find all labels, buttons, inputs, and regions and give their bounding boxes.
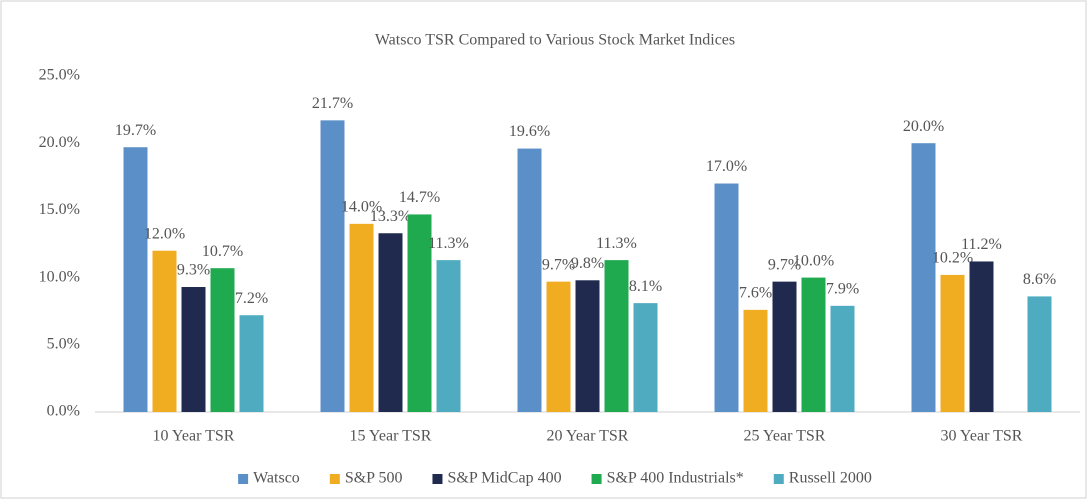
bar: [123, 147, 148, 412]
x-tick-label: 25 Year TSR: [744, 428, 826, 445]
bar: [830, 305, 855, 412]
data-label: 8.1%: [629, 278, 662, 295]
legend-swatch: [238, 474, 249, 484]
bar: [940, 274, 965, 412]
data-label: 9.7%: [542, 256, 575, 273]
data-label: 10.0%: [793, 252, 834, 269]
data-label: 7.2%: [235, 290, 268, 307]
y-tick-label: 10.0%: [39, 268, 80, 285]
chart-title: Watsco TSR Compared to Various Stock Mar…: [375, 32, 735, 49]
data-label: 14.7%: [399, 189, 440, 206]
bar: [210, 268, 235, 412]
bar: [181, 287, 206, 412]
y-tick-label: 20.0%: [39, 134, 80, 151]
y-tick-label: 0.0%: [47, 403, 80, 420]
x-tick-label: 30 Year TSR: [941, 428, 1023, 445]
data-label: 12.0%: [144, 225, 185, 242]
bar: [349, 223, 374, 412]
data-label: 9.8%: [571, 255, 604, 272]
data-label: 19.7%: [115, 122, 156, 139]
bar: [575, 280, 600, 412]
legend-swatch: [329, 474, 340, 484]
data-label: 20.0%: [903, 118, 944, 135]
y-tick-label: 5.0%: [47, 335, 80, 352]
x-tick-label: 10 Year TSR: [153, 428, 235, 445]
bar: [378, 233, 403, 412]
data-label: 7.9%: [826, 280, 859, 297]
data-label: 10.2%: [932, 250, 973, 267]
bar: [239, 315, 264, 412]
bar: [911, 143, 936, 412]
legend-label: S&P 500: [345, 470, 403, 487]
bar: [517, 148, 542, 413]
data-label: 9.3%: [177, 262, 210, 279]
x-tick-label: 15 Year TSR: [350, 428, 432, 445]
bar: [801, 277, 826, 412]
legend-label: Watsco: [253, 470, 300, 487]
bar: [546, 281, 571, 412]
data-label: 11.3%: [596, 235, 637, 252]
legend-label: S&P 400 Industrials*: [607, 470, 744, 487]
bar: [152, 250, 177, 412]
bar: [714, 183, 739, 412]
bar: [633, 303, 658, 412]
bar: [320, 120, 345, 413]
data-label: 21.7%: [312, 95, 353, 112]
legend-swatch: [591, 474, 602, 484]
bar: [407, 214, 432, 412]
data-label: 8.6%: [1023, 271, 1056, 288]
data-label: 19.6%: [509, 123, 550, 140]
data-label: 11.2%: [961, 236, 1002, 253]
y-tick-label: 25.0%: [39, 67, 80, 84]
data-label: 9.7%: [768, 256, 801, 273]
legend-swatch: [432, 474, 443, 484]
y-tick-label: 15.0%: [39, 201, 80, 218]
bar: [604, 260, 629, 412]
data-label: 17.0%: [706, 158, 747, 175]
data-label: 14.0%: [341, 199, 382, 216]
data-label: 11.3%: [428, 235, 469, 252]
legend-label: Russell 2000: [789, 470, 872, 487]
bar: [969, 261, 994, 412]
data-label: 10.7%: [202, 243, 243, 260]
bar: [743, 309, 768, 412]
bar: [772, 281, 797, 412]
bar: [436, 260, 461, 412]
legend-label: S&P MidCap 400: [447, 470, 561, 487]
legend-swatch: [773, 474, 784, 484]
data-label: 13.3%: [370, 208, 411, 225]
x-tick-label: 20 Year TSR: [547, 428, 629, 445]
data-label: 7.6%: [739, 285, 772, 302]
bar: [1027, 296, 1052, 412]
